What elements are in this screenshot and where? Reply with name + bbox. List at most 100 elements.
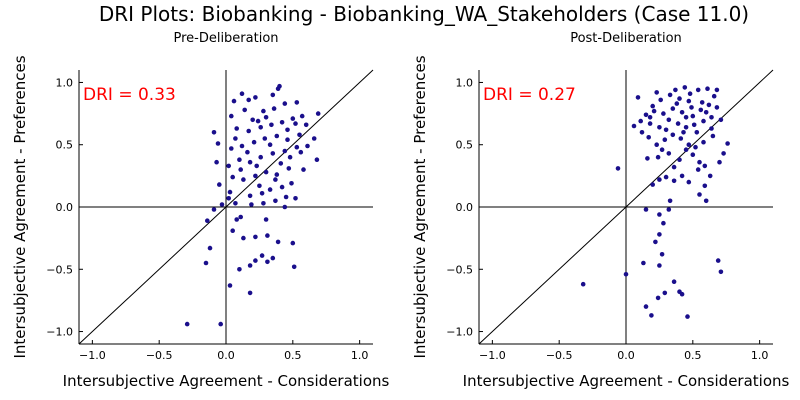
identity-diagonal-line bbox=[478, 69, 774, 345]
data-point bbox=[233, 201, 238, 206]
data-point bbox=[670, 106, 676, 111]
data-point bbox=[701, 139, 706, 145]
data-point bbox=[690, 113, 696, 119]
data-point bbox=[251, 139, 257, 145]
data-point bbox=[689, 105, 694, 110]
data-point bbox=[315, 111, 321, 116]
x-axis-label: Intersubjective Agreement - Consideratio… bbox=[63, 372, 390, 390]
data-point bbox=[257, 183, 262, 189]
data-point bbox=[686, 179, 692, 185]
data-point bbox=[267, 142, 273, 147]
data-point bbox=[211, 207, 217, 212]
data-point bbox=[214, 159, 219, 165]
data-point bbox=[285, 137, 290, 142]
data-point bbox=[697, 192, 702, 197]
data-point bbox=[203, 260, 209, 266]
data-point bbox=[681, 130, 686, 135]
data-point bbox=[274, 133, 280, 139]
data-point bbox=[239, 91, 245, 96]
data-point bbox=[226, 196, 231, 201]
data-point bbox=[677, 96, 682, 101]
data-point bbox=[650, 103, 655, 109]
data-point bbox=[655, 295, 661, 301]
x-tick-label: 1.0 bbox=[751, 349, 769, 362]
data-point bbox=[215, 141, 221, 146]
data-point bbox=[282, 204, 288, 210]
x-tick-label: −0.5 bbox=[146, 349, 173, 362]
data-point bbox=[250, 117, 255, 123]
data-point bbox=[253, 173, 258, 179]
data-point bbox=[671, 178, 677, 184]
data-point bbox=[294, 100, 300, 105]
data-point bbox=[667, 92, 673, 98]
data-point bbox=[673, 87, 678, 93]
data-point bbox=[231, 98, 237, 104]
data-point bbox=[685, 314, 690, 319]
data-point bbox=[305, 143, 310, 149]
data-point bbox=[638, 118, 643, 124]
data-point bbox=[269, 122, 274, 128]
data-point bbox=[218, 321, 223, 327]
x-axis-label: Intersubjective Agreement - Consideratio… bbox=[463, 372, 790, 390]
data-point bbox=[639, 130, 645, 135]
data-point bbox=[301, 167, 306, 172]
x-tick-label: 1.0 bbox=[351, 349, 369, 362]
x-tick-label: −0.5 bbox=[546, 349, 573, 362]
data-point bbox=[646, 135, 651, 140]
data-point bbox=[273, 177, 278, 182]
data-point bbox=[217, 182, 222, 187]
data-point bbox=[695, 167, 701, 172]
data-point bbox=[714, 87, 720, 93]
data-point bbox=[273, 198, 278, 204]
data-point bbox=[278, 161, 284, 166]
data-point bbox=[293, 196, 298, 201]
data-point bbox=[271, 106, 277, 111]
data-point bbox=[230, 174, 235, 180]
data-point bbox=[233, 136, 238, 141]
data-point bbox=[615, 166, 621, 171]
y-tick-label: −0.5 bbox=[46, 263, 73, 276]
data-point bbox=[282, 101, 288, 106]
data-point bbox=[265, 233, 270, 238]
data-point bbox=[662, 290, 668, 296]
data-point bbox=[687, 91, 693, 96]
data-point bbox=[580, 281, 586, 287]
data-point bbox=[714, 105, 720, 110]
data-point bbox=[670, 132, 676, 138]
data-point bbox=[698, 107, 704, 113]
data-point bbox=[674, 101, 680, 106]
data-point bbox=[643, 112, 649, 118]
data-point bbox=[303, 122, 309, 128]
data-point bbox=[699, 100, 705, 105]
data-point bbox=[261, 108, 266, 114]
data-point bbox=[702, 183, 708, 189]
data-point bbox=[230, 228, 235, 233]
data-point bbox=[717, 159, 722, 165]
data-point bbox=[693, 144, 698, 150]
data-point bbox=[246, 128, 251, 134]
data-point bbox=[253, 95, 258, 100]
data-point bbox=[247, 159, 253, 165]
y-tick-label: 0.0 bbox=[56, 201, 74, 214]
data-point bbox=[291, 264, 297, 270]
data-point bbox=[294, 144, 300, 150]
data-point bbox=[661, 111, 666, 116]
y-tick-label: 1.0 bbox=[56, 76, 74, 89]
data-point bbox=[285, 127, 290, 133]
data-point bbox=[686, 142, 692, 147]
data-point bbox=[679, 110, 685, 115]
data-point bbox=[649, 313, 654, 318]
data-point bbox=[270, 92, 276, 98]
data-point bbox=[311, 136, 317, 141]
data-point bbox=[207, 245, 213, 251]
data-point bbox=[663, 127, 669, 133]
data-point bbox=[678, 136, 684, 141]
data-point bbox=[657, 232, 662, 237]
data-point bbox=[650, 182, 655, 187]
data-point bbox=[299, 113, 305, 119]
data-point bbox=[666, 117, 672, 123]
data-point bbox=[242, 107, 247, 113]
data-point bbox=[715, 258, 721, 263]
